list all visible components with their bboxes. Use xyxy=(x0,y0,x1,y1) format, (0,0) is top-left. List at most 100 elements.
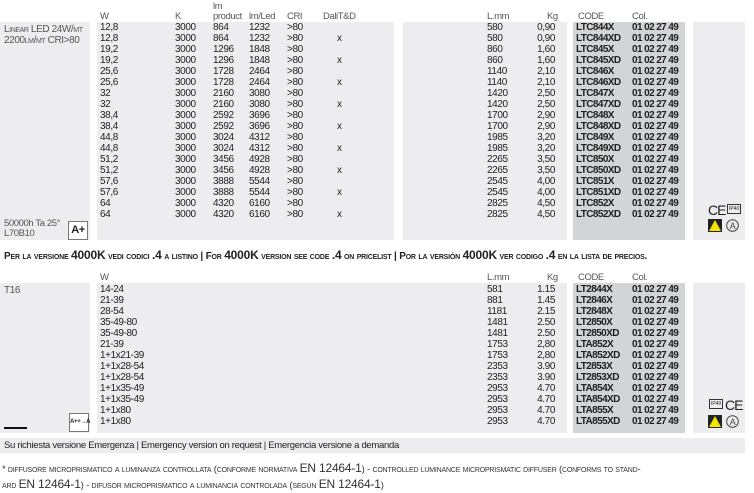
table-row: 1+1x35-49 2953 4.70 LTA854XD 01 02 27 49 xyxy=(0,394,754,405)
header-col: Col. xyxy=(632,11,648,22)
cell-kg: 4,50 xyxy=(537,209,555,220)
cell-col: 01 02 27 49 xyxy=(632,284,679,295)
cell-lm-led: 2464 xyxy=(249,66,270,77)
cell-kg: 4.70 xyxy=(537,405,555,416)
table-row: 25,6 3000 1728 2464 >80 x 1140 2,10 LTC846XD 01 0… xyxy=(0,77,754,88)
footnote-c: ) - controlled luminance microprismatic … xyxy=(361,464,641,475)
cell-cri: >80 xyxy=(287,22,303,33)
label-panel-2 xyxy=(0,283,90,433)
notice-en-a: For xyxy=(205,251,225,262)
header2-lmm: L.mm xyxy=(487,272,510,283)
cell-lm-product: 1728 xyxy=(213,66,234,77)
ip40-icon: IP40 xyxy=(727,204,742,214)
cell-lm-led: 6160 xyxy=(249,198,270,209)
cell-dali: x xyxy=(337,187,342,198)
cell-lmm: 2953 xyxy=(487,394,508,405)
cell-dali: x xyxy=(337,77,342,88)
cell-col: 01 02 27 49 xyxy=(632,132,679,143)
cell-cri: >80 xyxy=(287,121,303,132)
table-row: 1+1x80 2953 4.70 LTA855X 01 02 27 49 xyxy=(0,405,754,416)
cell-lm-product: 3456 xyxy=(213,154,234,165)
lifetime-line1: 50000h Ta 25° xyxy=(4,218,61,229)
cell-col: 01 02 27 49 xyxy=(632,176,679,187)
cell-col: 01 02 27 49 xyxy=(632,154,679,165)
cell-kg: 3,20 xyxy=(537,143,555,154)
cell-kg: 2.50 xyxy=(537,328,555,339)
cell-lm-product: 3024 xyxy=(213,143,234,154)
cell-lm-led: 4312 xyxy=(249,132,270,143)
emergency-bar xyxy=(0,438,745,453)
cell-code: LTC852XD xyxy=(576,209,621,220)
data-panel-1b xyxy=(403,22,567,240)
cell-k: 3000 xyxy=(175,66,196,77)
cell-kg: 4,00 xyxy=(537,187,555,198)
header-lm-led: lm/Led xyxy=(249,11,276,22)
cell-kg: 2,80 xyxy=(537,339,555,350)
cell-w: 38,4 xyxy=(100,110,118,121)
cell-w: 44,8 xyxy=(100,143,118,154)
footnote-h: ) xyxy=(380,480,384,491)
table-row: 28-54 1181 2.15 LT2848X 01 02 27 49 xyxy=(0,306,754,317)
cell-cri: >80 xyxy=(287,209,303,220)
cell-lmm: 2265 xyxy=(487,165,508,176)
energy-class-badge: A+ xyxy=(68,221,88,240)
cell-lm-led: 1848 xyxy=(249,55,270,66)
lifetime-line2: L70B10 xyxy=(4,227,35,239)
cell-w: 35-49-80 xyxy=(100,317,137,328)
cell-lm-product: 2592 xyxy=(213,121,234,132)
energy-class-badge-2: A++→A xyxy=(69,413,90,432)
cell-lmm: 2953 xyxy=(487,383,508,394)
cell-kg: 2.15 xyxy=(537,306,555,317)
cell-w: 44,8 xyxy=(100,132,118,143)
cell-cri: >80 xyxy=(287,187,303,198)
cell-lmm: 2353 xyxy=(487,361,508,372)
table-row: 51,2 3000 3456 4928 >80 x 2265 3,50 LTC850XD 01 0… xyxy=(0,165,754,176)
table-row: 57,6 3000 3888 5544 >80 x 2545 4,00 LTC851XD 01 0… xyxy=(0,187,754,198)
cell-kg: 4.70 xyxy=(537,383,555,394)
cell-w: 64 xyxy=(100,209,111,220)
cell-k: 3000 xyxy=(175,209,196,220)
cell-cri: >80 xyxy=(287,176,303,187)
cell-lmm: 1753 xyxy=(487,350,508,361)
cell-lm-product: 3456 xyxy=(213,165,234,176)
cell-col: 01 02 27 49 xyxy=(632,328,679,339)
cell-kg: 4.70 xyxy=(537,394,555,405)
cell-kg: 1,60 xyxy=(537,55,555,66)
cell-kg: 2,90 xyxy=(537,121,555,132)
cell-lm-led: 3696 xyxy=(249,121,270,132)
cell-cri: >80 xyxy=(287,154,303,165)
cell-lm-led: 1232 xyxy=(249,22,270,33)
cell-col: 01 02 27 49 xyxy=(632,33,679,44)
lifetime-label: 50000h Ta 25° L70B10 xyxy=(4,219,60,238)
cell-kg: 3.90 xyxy=(537,361,555,372)
cell-k: 3000 xyxy=(175,143,196,154)
cell-k: 3000 xyxy=(175,44,196,55)
table-row: 38,4 3000 2592 3696 >80 x 1700 2,90 LTC848XD 01 0… xyxy=(0,121,754,132)
cell-kg: 3,50 xyxy=(537,165,555,176)
label-panel-1 xyxy=(0,22,90,240)
cell-w: 32 xyxy=(100,88,111,99)
cell-code: LTC848X xyxy=(576,110,614,121)
cell-code: LTA855X xyxy=(576,405,614,416)
table-row: 44,8 3000 3024 4312 >80 1985 3,20 LTC849X 01 02 … xyxy=(0,132,754,143)
cell-cri: >80 xyxy=(287,33,303,44)
cell-dali: x xyxy=(337,165,342,176)
table-row: 19,2 3000 1296 1848 >80 x 860 1,60 LTC845XD 01 02… xyxy=(0,55,754,66)
footnote-g: EN 12464-1 xyxy=(318,477,381,491)
cell-code: LTC849XD xyxy=(576,143,621,154)
notice-it-d: .4 xyxy=(152,248,162,262)
cell-lmm: 2265 xyxy=(487,154,508,165)
table-row: 35-49-80 1481 2.50 LT2850X 01 02 27 49 xyxy=(0,317,754,328)
product-label-line1: Linear LED 24W/mt xyxy=(4,24,83,35)
table-row: 64 3000 4320 6160 >80 2825 4,50 LTC852X 01 02 27… xyxy=(0,198,754,209)
notice-en-c: version see code xyxy=(258,251,332,262)
notice-es-b: 4000K xyxy=(462,248,498,262)
cell-cri: >80 xyxy=(287,110,303,121)
cell-code: LTC850XD xyxy=(576,165,621,176)
footnote-a: * diffusore microprismatico a luminanza … xyxy=(2,464,300,475)
cell-k: 3000 xyxy=(175,187,196,198)
notice-it-b: 4000K xyxy=(71,248,106,262)
cell-lm-led: 2464 xyxy=(249,77,270,88)
cell-code: LTA855XD xyxy=(576,416,620,427)
cell-code: LTC846XD xyxy=(576,77,621,88)
